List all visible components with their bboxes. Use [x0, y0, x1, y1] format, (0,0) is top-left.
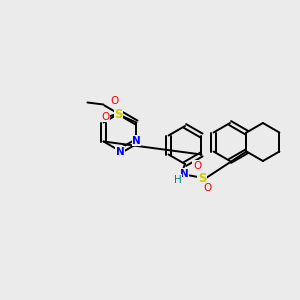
- Text: O: O: [110, 97, 118, 106]
- Text: N: N: [132, 136, 141, 146]
- Text: S: S: [114, 108, 123, 121]
- Text: S: S: [198, 172, 206, 184]
- Text: O: O: [101, 112, 110, 122]
- Text: O: O: [193, 161, 201, 171]
- Text: O: O: [204, 183, 212, 193]
- Text: N: N: [116, 147, 124, 157]
- Text: H: H: [174, 175, 182, 185]
- Text: N: N: [180, 169, 188, 179]
